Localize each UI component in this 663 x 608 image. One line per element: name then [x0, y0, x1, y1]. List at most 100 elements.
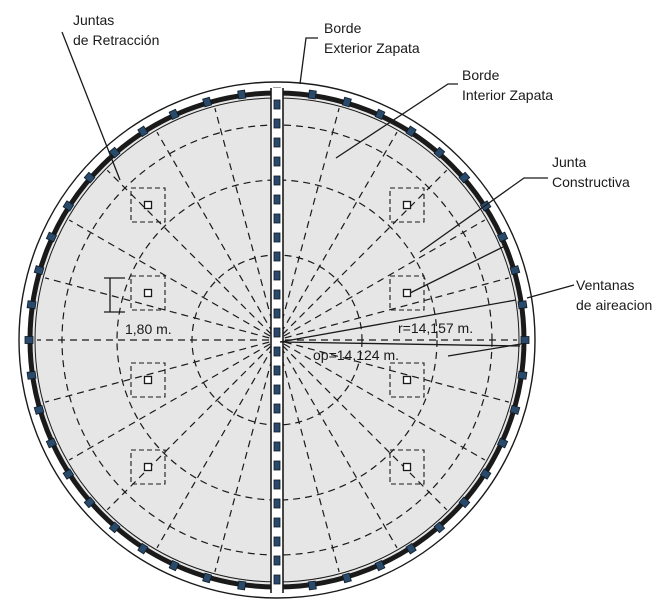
- ventilation-window: [509, 404, 521, 415]
- ventilation-window: [108, 146, 121, 159]
- radial-joint: [282, 345, 448, 511]
- joint-window: [273, 441, 281, 452]
- joint-window: [273, 517, 281, 528]
- ventilation-window: [496, 437, 509, 449]
- dashed-ring-middle: [116, 179, 438, 501]
- joint-window: [273, 270, 281, 281]
- ventilation-window: [33, 265, 45, 276]
- joint-window: [273, 118, 281, 129]
- pedestal-column: [143, 200, 153, 210]
- pedestal-column: [402, 462, 412, 472]
- ventilation-window: [405, 542, 417, 555]
- ventilation-window: [479, 468, 492, 480]
- label-ventanas-1: Ventanas: [576, 277, 634, 293]
- pedestal-outline: [130, 362, 166, 398]
- ventilation-window: [24, 336, 34, 344]
- ventilation-window: [168, 108, 180, 121]
- joint-window: [273, 479, 281, 490]
- retraction-joints: [37, 108, 517, 572]
- ventilation-window: [374, 108, 386, 121]
- ventilation-window: [137, 125, 149, 138]
- joint-window: [273, 289, 281, 300]
- pedestal-outline: [130, 275, 166, 311]
- joint-window: [273, 422, 281, 433]
- ventilation-window: [26, 300, 37, 310]
- ventilation-window: [509, 265, 521, 276]
- joint-window: [273, 346, 281, 357]
- pedestal-outline: [389, 187, 425, 223]
- ventilation-window: [202, 96, 213, 108]
- radial-joint: [156, 131, 274, 334]
- label-borde-interior-1: Borde: [462, 67, 500, 83]
- joint-window: [273, 175, 281, 186]
- joint-window: [273, 498, 281, 509]
- construction-joint: [270, 88, 284, 593]
- ventilation-window: [520, 336, 530, 344]
- ventilation-window: [108, 521, 121, 534]
- label-dim-radius: r=14,157 m.: [398, 320, 473, 336]
- ventilation-window: [307, 89, 317, 100]
- radial-joint: [106, 169, 272, 335]
- ventilation-window: [433, 146, 446, 159]
- label-junta-constructiva-2: Constructiva: [552, 174, 630, 190]
- label-dim-pedestal: 1,80 m.: [125, 321, 172, 337]
- radial-joint: [283, 219, 486, 337]
- ventilation-window: [168, 559, 180, 572]
- pedestal-column: [143, 462, 153, 472]
- ventilation-window: [45, 437, 58, 449]
- joint-window: [273, 194, 281, 205]
- pedestal-outline: [389, 449, 425, 485]
- joint-window: [273, 137, 281, 148]
- joint-window: [273, 308, 281, 319]
- radial-joint: [282, 169, 448, 335]
- pedestal-outline: [389, 275, 425, 311]
- ventilation-window: [33, 404, 45, 415]
- joint-window: [273, 536, 281, 547]
- radial-joint: [68, 219, 271, 337]
- joint-window: [273, 99, 281, 110]
- joint-window: [273, 403, 281, 414]
- pedestals: [130, 187, 425, 485]
- leader-lines: [61, 31, 575, 357]
- ventilation-window: [341, 96, 352, 108]
- pedestal-column: [402, 288, 412, 298]
- pedestal-column: [402, 200, 412, 210]
- radial-joint: [106, 345, 272, 511]
- radial-joint: [280, 346, 398, 549]
- radial-joint: [68, 343, 271, 461]
- label-dim-op: op=14,124 m.: [313, 347, 399, 363]
- radial-joint: [278, 108, 340, 333]
- radial-joint: [156, 346, 274, 549]
- ventilation-window: [458, 171, 471, 184]
- ventilation-window: [83, 496, 96, 509]
- ventilation-window: [45, 231, 58, 243]
- radial-joint: [284, 341, 509, 403]
- ventilation-window: [374, 559, 386, 572]
- pedestal-column: [143, 288, 153, 298]
- ventilation-window: [517, 370, 528, 380]
- ventilation-window: [341, 572, 352, 584]
- pedestal-column: [143, 375, 153, 385]
- radial-joint: [214, 347, 276, 572]
- label-borde-interior-2: Interior Zapata: [462, 87, 553, 103]
- joint-window: [273, 555, 281, 566]
- ventilation-window: [307, 580, 317, 591]
- ventilation-window: [202, 572, 213, 584]
- ventilation-window: [83, 171, 96, 184]
- label-borde-exterior-2: Exterior Zapata: [324, 40, 420, 56]
- ventilation-window: [62, 200, 75, 212]
- ventilation-windows: [24, 87, 530, 593]
- label-junta-constructiva-1: Junta: [552, 154, 586, 170]
- label-ventanas-2: de aireacion: [576, 297, 652, 313]
- ventilation-window: [405, 125, 417, 138]
- joint-window: [273, 460, 281, 471]
- pedestal-outline: [130, 449, 166, 485]
- ventilation-window: [496, 231, 509, 243]
- joint-window: [273, 213, 281, 224]
- joint-window: [273, 365, 281, 376]
- pedestal-column: [402, 375, 412, 385]
- ventilation-window: [137, 542, 149, 555]
- joint-window: [273, 574, 281, 585]
- joint-window: [273, 232, 281, 243]
